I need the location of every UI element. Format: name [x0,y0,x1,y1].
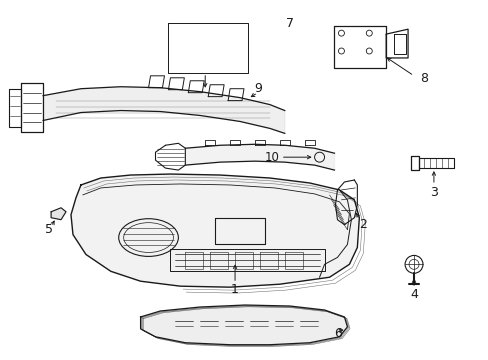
Polygon shape [185,144,334,170]
Text: 6: 6 [334,327,342,340]
Text: 4: 4 [409,288,417,301]
Polygon shape [141,305,346,345]
Polygon shape [51,208,66,220]
Polygon shape [43,87,284,133]
Text: 10: 10 [264,151,279,164]
Polygon shape [71,174,359,287]
Text: 8: 8 [419,72,427,85]
Text: 5: 5 [45,223,53,236]
Text: 7: 7 [285,17,293,30]
Text: 2: 2 [359,218,366,231]
Text: 3: 3 [429,186,437,199]
Text: 9: 9 [253,82,262,95]
Text: 1: 1 [231,283,239,296]
